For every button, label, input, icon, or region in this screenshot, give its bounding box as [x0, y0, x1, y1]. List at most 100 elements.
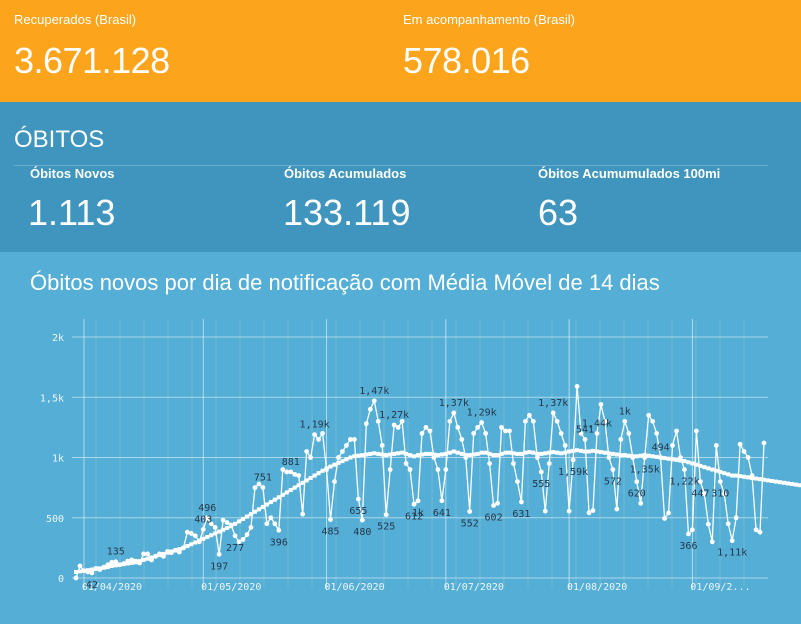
moving-average-point — [181, 545, 186, 550]
daily-point — [260, 485, 266, 490]
moving-average-point — [674, 457, 679, 462]
daily-point — [280, 467, 286, 472]
moving-average-point — [396, 451, 401, 456]
daily-point — [288, 469, 294, 475]
data-label: 480 — [353, 527, 371, 538]
moving-average-point — [547, 450, 552, 455]
daily-point — [646, 412, 652, 418]
daily-point — [542, 508, 548, 514]
moving-average-point — [694, 462, 699, 467]
data-label: 1,47k — [359, 386, 389, 397]
moving-average-point — [777, 480, 782, 485]
moving-average-point — [225, 525, 230, 530]
data-label: 1k — [619, 406, 631, 417]
moving-average-point — [165, 550, 170, 555]
card-value: 3.671.128 — [14, 40, 170, 81]
moving-average-point — [670, 457, 675, 462]
moving-average-point — [141, 557, 146, 562]
data-label: 612 — [405, 511, 423, 522]
moving-average-point — [662, 456, 667, 461]
moving-average-point — [698, 463, 703, 468]
daily-point — [200, 527, 206, 532]
daily-point — [109, 559, 115, 565]
moving-average-point — [722, 471, 727, 476]
y-tick-label: 1k — [52, 454, 64, 465]
moving-average-point — [320, 468, 325, 473]
daily-point — [236, 539, 242, 545]
moving-average-point — [654, 454, 659, 459]
moving-average-point — [264, 502, 269, 507]
moving-average-point — [177, 547, 182, 552]
moving-average-point — [376, 451, 381, 456]
data-label: 1,22k — [669, 477, 699, 488]
moving-average-point — [563, 450, 568, 455]
daily-point — [729, 538, 735, 544]
daily-point — [674, 428, 679, 434]
daily-point — [332, 479, 337, 484]
daily-point — [272, 521, 278, 527]
moving-average-point — [268, 500, 273, 505]
daily-point — [558, 431, 564, 436]
daily-point — [316, 437, 321, 442]
daily-point — [451, 410, 457, 416]
moving-average-point — [638, 453, 643, 458]
moving-average-point — [419, 452, 424, 457]
data-label: 572 — [604, 477, 622, 488]
daily-point — [741, 449, 747, 454]
daily-point — [666, 510, 671, 516]
moving-average-point — [579, 448, 584, 453]
daily-point — [292, 471, 298, 477]
moving-average-point — [738, 474, 743, 479]
daily-point — [240, 537, 246, 542]
moving-average-point — [666, 456, 671, 461]
daily-point — [244, 532, 250, 538]
daily-point — [534, 455, 540, 460]
moving-average-point — [730, 473, 735, 478]
daily-point — [363, 421, 369, 427]
moving-average-point — [352, 454, 357, 459]
y-tick-label: 1,5k — [40, 393, 64, 404]
daily-point — [89, 570, 95, 576]
moving-average-point — [344, 457, 349, 462]
daily-point — [721, 491, 727, 497]
moving-average-point — [185, 544, 190, 549]
moving-average-point — [483, 450, 488, 455]
moving-average-point — [551, 450, 556, 455]
data-label: 555 — [532, 479, 550, 490]
moving-average-point — [388, 452, 393, 457]
daily-point — [725, 521, 731, 527]
daily-point — [483, 431, 489, 436]
moving-average-point — [531, 450, 536, 455]
moving-average-point — [543, 451, 548, 456]
moving-average-point — [773, 479, 778, 484]
daily-point — [344, 443, 349, 448]
daily-point — [598, 402, 604, 407]
daily-point — [300, 511, 306, 517]
data-label: 1,44k — [582, 418, 612, 429]
moving-average-point — [690, 461, 695, 466]
moving-average-point — [431, 452, 436, 457]
daily-point — [650, 418, 656, 424]
moving-average-point — [105, 565, 110, 570]
data-label: 1,29k — [467, 408, 497, 419]
daily-point — [686, 531, 691, 537]
daily-point — [141, 551, 147, 557]
daily-point — [590, 508, 596, 513]
moving-average-point — [571, 448, 576, 453]
moving-average-point — [618, 453, 623, 458]
daily-point — [602, 418, 608, 424]
moving-average-point — [459, 451, 464, 456]
daily-point — [487, 461, 492, 466]
daily-point — [375, 418, 381, 424]
moving-average-point — [316, 471, 321, 476]
data-label: 403 — [194, 514, 212, 525]
daily-point — [538, 469, 544, 475]
moving-average-point — [587, 449, 592, 454]
daily-point — [399, 418, 405, 424]
moving-average-point — [292, 485, 297, 490]
moving-average-point — [129, 560, 134, 565]
moving-average-point — [535, 451, 540, 456]
moving-average-point — [762, 477, 766, 482]
moving-average-point — [769, 478, 774, 483]
daily-point — [618, 437, 624, 442]
